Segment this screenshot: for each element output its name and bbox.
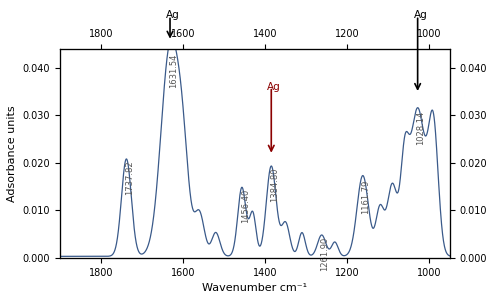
X-axis label: Wavenumber cm⁻¹: Wavenumber cm⁻¹ — [202, 283, 307, 293]
Text: 1384.80: 1384.80 — [270, 167, 279, 202]
Text: 1631.54: 1631.54 — [169, 53, 178, 88]
Text: Ag: Ag — [267, 82, 281, 92]
Text: 1456.40: 1456.40 — [241, 189, 249, 223]
Text: Ag: Ag — [413, 11, 427, 20]
Y-axis label: Adsorbance units: Adsorbance units — [7, 105, 17, 202]
Text: 1161.79: 1161.79 — [362, 179, 370, 214]
Text: 1261.90: 1261.90 — [321, 236, 329, 271]
Text: 1737.82: 1737.82 — [125, 160, 134, 195]
Text: 1028.14: 1028.14 — [416, 110, 425, 145]
Text: Ag: Ag — [166, 11, 180, 20]
